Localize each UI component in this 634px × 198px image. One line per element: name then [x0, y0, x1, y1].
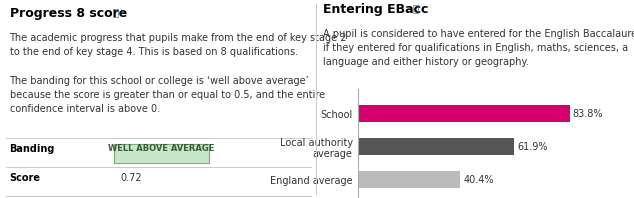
Text: ⓘ: ⓘ [113, 7, 119, 17]
Text: A pupil is considered to have entered for the English Baccalaureate
if they ente: A pupil is considered to have entered fo… [323, 29, 634, 67]
Text: ⓘ: ⓘ [412, 3, 418, 13]
Bar [358, 105, 570, 122]
Text: The academic progress that pupils make from the end of key stage 2
to the end of: The academic progress that pupils make f… [10, 33, 347, 57]
Text: 0.72: 0.72 [120, 173, 142, 183]
Text: Progress 8 score: Progress 8 score [10, 7, 127, 20]
Text: The banding for this school or college is ‘well above average’
because the score: The banding for this school or college i… [10, 76, 325, 114]
Text: 83.8%: 83.8% [573, 109, 604, 119]
FancyBboxPatch shape [114, 144, 209, 163]
Text: 61.9%: 61.9% [517, 142, 548, 152]
Text: 40.4%: 40.4% [463, 175, 494, 185]
Text: Banding: Banding [10, 144, 55, 154]
Text: Score: Score [10, 173, 41, 183]
Bar [358, 138, 514, 155]
Text: WELL ABOVE AVERAGE: WELL ABOVE AVERAGE [108, 144, 215, 152]
Text: Entering EBacc: Entering EBacc [323, 3, 429, 16]
Bar [358, 171, 460, 188]
